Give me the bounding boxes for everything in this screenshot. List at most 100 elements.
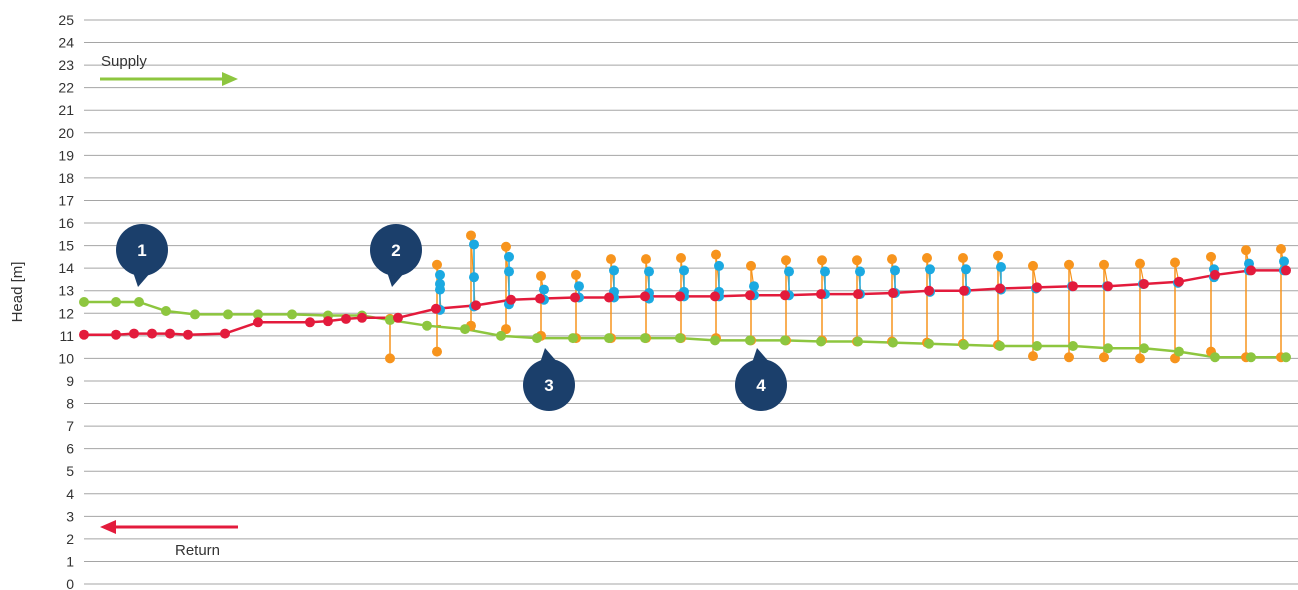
return-point [570, 292, 580, 303]
supply-point [190, 309, 200, 320]
supply-arrow-head [222, 72, 238, 86]
supply-point [532, 333, 542, 344]
callout-tail [540, 348, 558, 363]
supply-point [253, 309, 263, 320]
branch-high-point [993, 250, 1003, 261]
branch-high-point [536, 271, 546, 282]
return-point [1174, 276, 1184, 287]
supply-point [111, 297, 121, 307]
y-tick-label: 7 [66, 418, 74, 434]
return-point [888, 287, 898, 298]
branch-node-point [784, 266, 794, 277]
return-point [995, 283, 1005, 294]
branch-high-point [1241, 245, 1251, 256]
callout-tail [387, 272, 405, 287]
callout-3: 3 [523, 348, 575, 411]
return-point [1139, 278, 1149, 289]
return-point [535, 293, 545, 304]
branch-node-point [435, 284, 445, 295]
return-point [506, 294, 516, 305]
return-point [816, 289, 826, 300]
return-point [780, 290, 790, 301]
return-arrow-head [100, 520, 116, 534]
branch-high-point [1099, 259, 1109, 270]
y-tick-label: 9 [66, 373, 74, 389]
return-point [220, 328, 230, 339]
y-tick-label: 25 [58, 12, 74, 28]
supply-point [460, 324, 470, 335]
y-tick-label: 3 [66, 508, 74, 524]
supply-point [710, 335, 720, 346]
supply-point [1210, 352, 1220, 363]
return-point [253, 317, 263, 328]
return-point [640, 291, 650, 302]
supply-point [604, 333, 614, 344]
y-tick-label: 15 [58, 238, 74, 254]
supply-point [745, 335, 755, 346]
branch-node-point [1279, 256, 1289, 267]
branch-high-point [887, 254, 897, 265]
branch-high-point [1206, 251, 1216, 262]
supply-point [422, 320, 432, 331]
callout-badge [116, 224, 168, 276]
return-point [323, 316, 333, 327]
supply-point [640, 333, 650, 344]
y-tick-label: 19 [58, 147, 74, 163]
branch-high-point [466, 230, 476, 241]
return-point [431, 303, 441, 314]
callout-tail [133, 272, 151, 287]
y-axis-label: Head [m] [9, 262, 26, 323]
callout-2: 2 [370, 224, 422, 287]
return-point [959, 285, 969, 296]
return-point [1068, 281, 1078, 292]
return-point [471, 300, 481, 311]
return-point [393, 312, 403, 323]
return-point [853, 289, 863, 300]
y-tick-label: 22 [58, 80, 74, 96]
supply-point [568, 333, 578, 344]
branch-node-point [855, 266, 865, 277]
supply-point [1174, 346, 1184, 357]
return-series-line [84, 269, 1286, 336]
y-tick-label: 8 [66, 396, 74, 412]
callout-tail [752, 348, 770, 363]
supply-point [853, 336, 863, 347]
y-tick-label: 24 [58, 35, 74, 51]
branch-node-point [925, 264, 935, 275]
branch-node-point [609, 265, 619, 276]
supply-point [780, 335, 790, 346]
branch-high-point [711, 249, 721, 260]
callout-badge [523, 359, 575, 411]
branch-high-point [1170, 257, 1180, 268]
supply-label: Supply [101, 53, 147, 70]
supply-point [1246, 352, 1256, 363]
supply-point [496, 330, 506, 341]
branch-node-point [469, 239, 479, 250]
branch-node-point [749, 281, 759, 292]
branch-high-point [1135, 258, 1145, 269]
return-point [604, 292, 614, 303]
supply-point [1281, 352, 1291, 363]
branch-high-point [746, 260, 756, 271]
return-point [111, 329, 121, 340]
branch-low-point [1028, 351, 1038, 362]
branch-low-point [1064, 352, 1074, 363]
branch-node-point [504, 266, 514, 277]
return-point [1032, 282, 1042, 293]
branch-node-point [574, 281, 584, 292]
return-label: Return [175, 542, 220, 559]
branch-low-point [385, 353, 395, 364]
y-tick-label: 10 [58, 350, 74, 366]
branch-node-point [539, 284, 549, 295]
branch-node-point [961, 264, 971, 275]
y-tick-label: 6 [66, 441, 74, 457]
supply-point [1032, 340, 1042, 351]
y-tick-label: 18 [58, 170, 74, 186]
branch-nodes [79, 230, 1291, 364]
branch-high-point [958, 253, 968, 264]
return-point [1210, 269, 1220, 280]
callout-number: 3 [544, 376, 553, 395]
branch-high-point [922, 253, 932, 264]
supply-point [79, 297, 89, 307]
